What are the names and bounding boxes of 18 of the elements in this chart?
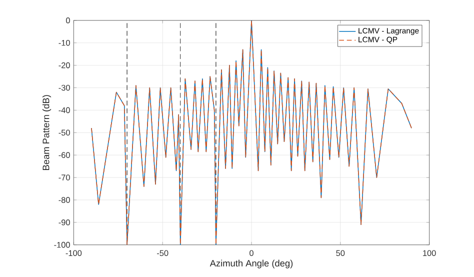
y-tick-label: -90 <box>58 220 70 226</box>
y-tick-label: 0 <box>66 18 70 24</box>
y-tick-label: -30 <box>58 84 70 91</box>
x-tick-label: 50 <box>336 250 345 256</box>
x-tick-label: -100 <box>66 250 82 256</box>
y-tick-label: -50 <box>58 130 70 136</box>
y-tick-label: -40 <box>58 107 70 114</box>
y-tick-label: -60 <box>58 152 70 158</box>
x-tick-label: 0 <box>250 250 254 256</box>
y-tick-label: -10 <box>58 40 70 46</box>
y-tick-label: -100 <box>54 242 70 248</box>
y-tick-label: -20 <box>58 62 70 68</box>
y-tick-label: -70 <box>58 174 70 180</box>
x-tick-label: -50 <box>157 250 168 256</box>
x-axis-title: Azimuth Angle (deg) <box>210 260 293 268</box>
x-tick-label: 100 <box>423 250 436 256</box>
y-axis-title: Beam Pattern (dB) <box>42 95 52 170</box>
y-tick-label: -80 <box>58 197 70 203</box>
